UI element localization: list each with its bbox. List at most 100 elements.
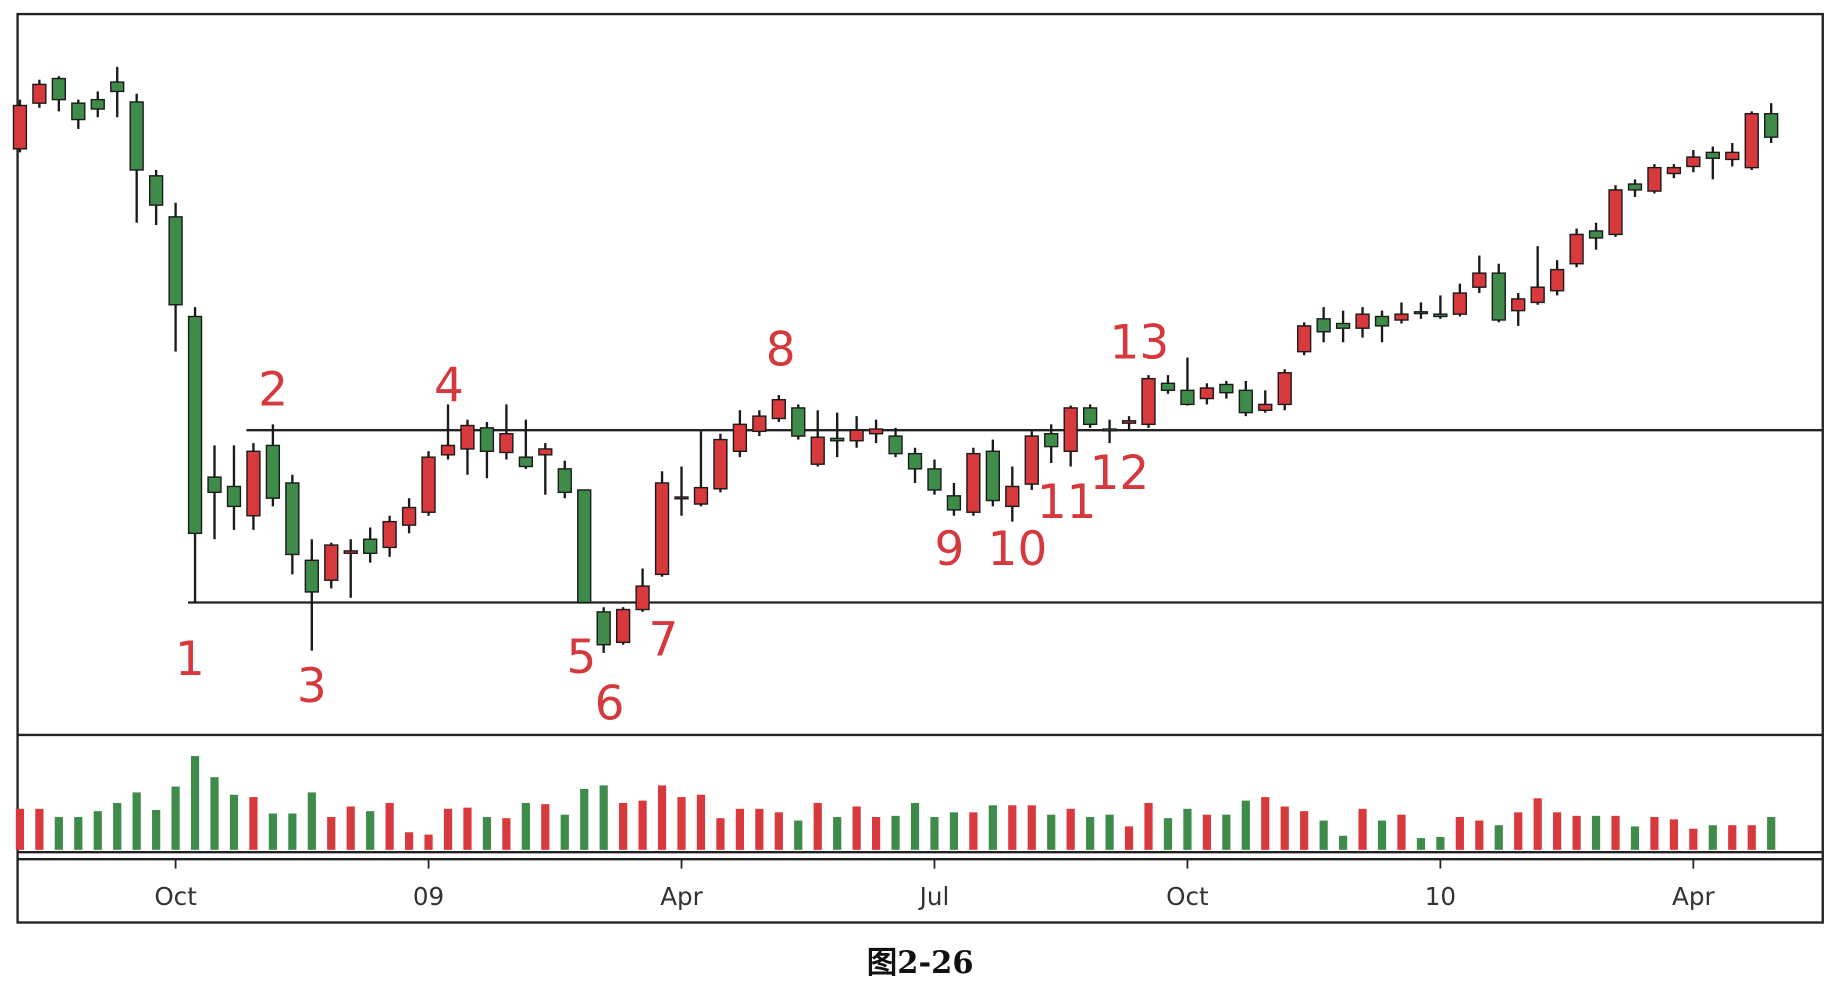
- candle-body: [51, 77, 66, 101]
- x-tick-label: 09: [413, 882, 444, 911]
- volume-bar: [1144, 802, 1153, 850]
- volume-bar: [54, 817, 63, 850]
- candle-body: [1219, 383, 1234, 394]
- annotation: 8: [766, 323, 796, 378]
- volume-bar: [346, 806, 355, 850]
- x-tick-label: Oct: [1166, 882, 1209, 911]
- candle-body: [557, 468, 572, 494]
- candle-body: [1316, 318, 1331, 333]
- candle-body: [927, 468, 942, 491]
- volume-bar: [1514, 812, 1523, 850]
- x-tick-label: 10: [1425, 882, 1456, 911]
- volume-bar: [1066, 808, 1075, 850]
- candle-body: [1024, 435, 1039, 485]
- annotation: 11: [1037, 475, 1097, 530]
- volume-bar: [463, 807, 472, 850]
- volume-bar: [404, 832, 414, 850]
- candle-body: [1511, 298, 1526, 312]
- volume-bar: [366, 811, 375, 850]
- caption: 图2-26: [867, 945, 974, 981]
- candle-body: [421, 456, 436, 513]
- candle-body: [907, 452, 923, 470]
- candle-body: [1705, 151, 1720, 159]
- volume-bar: [521, 802, 530, 850]
- candle-body: [1355, 313, 1370, 329]
- volume-bar: [1261, 797, 1270, 850]
- volume-bar: [74, 817, 83, 850]
- volume-bar: [794, 820, 803, 850]
- candle-body: [12, 104, 28, 150]
- volume-bar: [1319, 820, 1328, 850]
- candle-body: [304, 559, 319, 593]
- candle-body: [382, 520, 397, 549]
- candle-body: [1647, 166, 1662, 192]
- volume-bar: [15, 808, 25, 850]
- volume-bar: [132, 792, 141, 850]
- candle-body: [1238, 389, 1253, 414]
- volume-bar: [599, 785, 608, 850]
- candle-body: [830, 437, 845, 442]
- volume-bar: [171, 786, 180, 850]
- volume-bar: [1202, 814, 1211, 850]
- volume-bar: [35, 808, 44, 850]
- candle-body: [732, 423, 748, 452]
- candle-body: [460, 424, 475, 450]
- candle-body: [966, 452, 981, 513]
- candle-body: [110, 81, 125, 93]
- volume-bar: [1572, 815, 1581, 850]
- volume-bar: [1358, 808, 1367, 850]
- annotation: 3: [297, 659, 327, 714]
- candle-body: [1433, 313, 1448, 318]
- candle-body: [1686, 156, 1701, 168]
- candle-body: [577, 489, 592, 604]
- volume-bar: [813, 802, 822, 850]
- volume-bar: [152, 809, 161, 850]
- volume-bar: [1767, 817, 1776, 850]
- x-tick-label: Jul: [918, 882, 950, 911]
- candle-body: [888, 435, 903, 455]
- candle-body: [1141, 377, 1156, 426]
- volume-bar: [1086, 817, 1095, 850]
- candle-body: [1160, 382, 1176, 392]
- volume-bar: [1611, 815, 1620, 850]
- candle-body: [440, 444, 456, 456]
- candle-body: [849, 429, 864, 442]
- candle-body: [1549, 268, 1565, 292]
- volume-bar: [1747, 825, 1756, 850]
- volume-bar: [1105, 814, 1114, 850]
- candle-body: [791, 407, 806, 437]
- annotation: 5: [566, 630, 596, 685]
- annotation: 6: [595, 677, 625, 732]
- annotation: 1: [175, 632, 205, 687]
- candle-body: [1452, 292, 1467, 315]
- volume-bar: [988, 805, 997, 850]
- volume-bar: [210, 777, 219, 850]
- volume-bar: [1650, 817, 1659, 850]
- candle-body: [1569, 233, 1584, 265]
- candle-body: [1491, 272, 1506, 321]
- volume-bar: [1241, 800, 1250, 850]
- x-tick-label: Oct: [154, 882, 197, 911]
- candle-body: [1725, 151, 1740, 161]
- candle-body: [148, 175, 164, 206]
- volume-bar: [288, 813, 297, 850]
- volume-bar: [541, 804, 550, 850]
- volume-bar: [1027, 805, 1036, 850]
- candle-body: [674, 496, 689, 500]
- annotation: 7: [649, 612, 679, 667]
- volume-bar: [307, 792, 316, 850]
- candle-body: [1335, 322, 1351, 329]
- annotation: 12: [1090, 446, 1150, 501]
- volume-bar: [1669, 819, 1678, 850]
- volume-bar: [502, 818, 511, 850]
- volume-bar: [1728, 825, 1737, 850]
- candle-body: [324, 544, 339, 581]
- volume-bar: [424, 834, 433, 850]
- volume-bar: [1222, 814, 1231, 850]
- candle-body: [596, 611, 611, 646]
- volume-bar: [833, 817, 842, 850]
- volume-bar: [1300, 811, 1309, 850]
- candle-body: [1374, 315, 1390, 327]
- volume-bar: [969, 812, 978, 850]
- volume-bar: [735, 808, 744, 850]
